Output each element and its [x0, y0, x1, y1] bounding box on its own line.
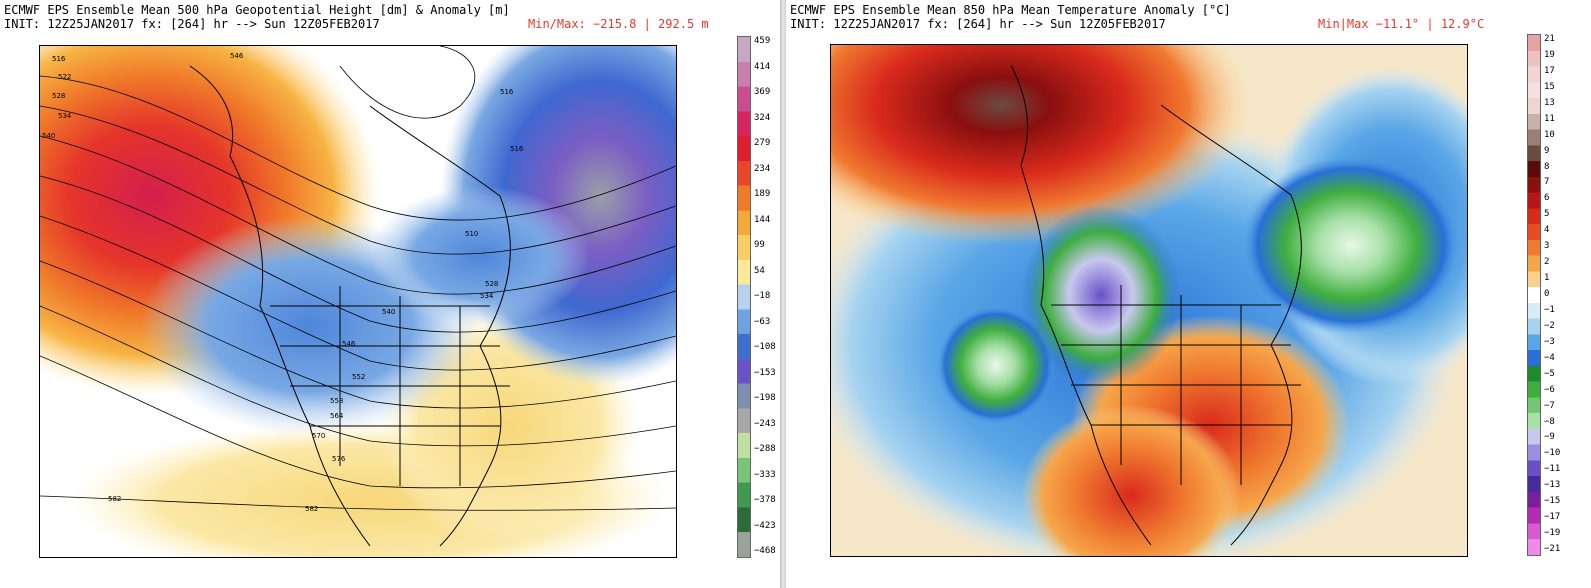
contour-label: 558: [330, 397, 343, 405]
contour-label: 528: [52, 92, 65, 100]
temperature-colorbar-tick-label: −17: [1544, 512, 1561, 523]
temperature-colorbar-tick-label: 11: [1544, 113, 1555, 124]
temperature-colorbar-tick-label: 10: [1544, 129, 1555, 140]
temperature-colorbar-tick-label: −5: [1544, 368, 1555, 379]
left-panel-title: ECMWF EPS Ensemble Mean 500 hPa Geopoten…: [4, 3, 510, 17]
temperature-colorbar-tick-label: −19: [1544, 528, 1561, 539]
panel-divider: [780, 0, 786, 588]
height-colorbar-tick-label: −243: [754, 418, 776, 429]
temperature-colorbar-tick-label: 0: [1544, 289, 1550, 299]
contour-label: 582: [108, 495, 121, 503]
temperature-colorbar-tick-label: 8: [1544, 161, 1550, 172]
height-colorbar-tick-label: −423: [754, 520, 776, 531]
temperature-colorbar-tick-label: −7: [1544, 400, 1555, 411]
temperature-colorbar-tick-label: 7: [1544, 177, 1550, 188]
panel-temperature-anomaly: ECMWF EPS Ensemble Mean 850 hPa Mean Tem…: [786, 0, 1591, 588]
height-colorbar-tick-label: 54: [754, 265, 765, 276]
temperature-colorbar-tick-label: −15: [1544, 496, 1561, 507]
contour-label: 540: [382, 308, 395, 316]
left-panel-minmax: Min/Max: −215.8 | 292.5 m: [528, 17, 709, 31]
temperature-colorbar-tick-label: −13: [1544, 480, 1561, 491]
height-anomaly-colorbar: [737, 36, 751, 558]
contour-label: 516: [52, 55, 66, 63]
height-anomaly-map-graphic: 516 522 528 534 540 546 516 516 510 528 534 540 546 5…: [40, 46, 676, 557]
contour-label: 546: [230, 52, 244, 60]
contour-label: 534: [480, 292, 494, 300]
height-colorbar-tick-label: −378: [754, 495, 776, 505]
temperature-colorbar-tick-label: −1: [1544, 304, 1555, 315]
temperature-colorbar-tick-label: −21: [1544, 544, 1561, 554]
contour-label: 534: [58, 112, 72, 120]
temperature-colorbar-tick-label: 3: [1544, 241, 1550, 252]
temperature-colorbar-tick-label: −10: [1544, 448, 1561, 459]
temperature-colorbar-tick-label: −3: [1544, 336, 1555, 347]
height-anomaly-colorbar-ticks: 459 414 369 324 279 234 189 144 99 54 −18 −63 −108 −1…: [754, 36, 780, 556]
temperature-colorbar-tick-label: −2: [1544, 320, 1555, 331]
temperature-colorbar-tick-label: 5: [1544, 209, 1550, 220]
temperature-colorbar-tick-label: −9: [1544, 432, 1555, 443]
temperature-colorbar-tick-label: 17: [1544, 65, 1555, 76]
temperature-anomaly-map: [830, 44, 1468, 557]
temperature-colorbar-tick-label: 1: [1544, 273, 1550, 284]
contour-label: 552: [352, 373, 365, 381]
contour-label: 582: [305, 505, 318, 513]
contour-label: 516: [500, 88, 514, 96]
temperature-colorbar-tick-label: 9: [1544, 145, 1550, 156]
temperature-colorbar-tick-label: −6: [1544, 384, 1555, 395]
height-anomaly-map: 516 522 528 534 540 546 516 516 510 528 534 540 546 5…: [39, 45, 677, 558]
temperature-colorbar-tick-label: 13: [1544, 97, 1555, 108]
panel-geopotential-height: ECMWF EPS Ensemble Mean 500 hPa Geopoten…: [0, 0, 780, 588]
temperature-colorbar-tick-label: −4: [1544, 352, 1555, 363]
right-panel-minmax: Min|Max −11.1° | 12.9°C: [1318, 17, 1485, 31]
height-colorbar-tick-label: 99: [754, 240, 765, 250]
contour-label: 570: [312, 432, 325, 440]
height-colorbar-tick-label: −108: [754, 342, 776, 352]
height-colorbar-tick-label: 414: [754, 61, 771, 72]
contour-label: 510: [465, 230, 478, 238]
contour-label: 528: [485, 280, 498, 288]
contour-label: 546: [342, 340, 356, 348]
contour-label: 522: [58, 73, 71, 81]
temperature-colorbar-tick-label: 15: [1544, 81, 1555, 92]
height-colorbar-tick-label: 369: [754, 87, 771, 97]
contour-label: 516: [510, 145, 524, 153]
height-colorbar-tick-label: 324: [754, 112, 771, 123]
contour-label: 576: [332, 455, 346, 463]
temperature-anomaly-map-graphic: [831, 45, 1467, 556]
left-panel-init: INIT: 12Z25JAN2017 fx: [264] hr --> Sun …: [4, 17, 380, 31]
height-colorbar-tick-label: 189: [754, 189, 771, 199]
height-colorbar-tick-label: 144: [754, 214, 771, 225]
contour-label: 540: [42, 132, 55, 140]
height-colorbar-tick-label: 234: [754, 163, 771, 174]
right-panel-title: ECMWF EPS Ensemble Mean 850 hPa Mean Tem…: [790, 3, 1231, 17]
right-panel-init: INIT: 12Z25JAN2017 fx: [264] hr --> Sun …: [790, 17, 1166, 31]
height-colorbar-tick-label: 279: [754, 138, 771, 148]
contour-label: 564: [330, 412, 344, 420]
height-colorbar-tick-label: −153: [754, 367, 776, 378]
temperature-anomaly-colorbar-ticks: 21 19 17 15 13 11 10 9 8 7 6 5 4 3 2 1 0 −1 −2 −3 −4 −5 −6 −7 −8…: [1544, 34, 1570, 554]
temperature-anomaly-colorbar: [1527, 34, 1541, 556]
temperature-colorbar-tick-label: 4: [1544, 225, 1550, 236]
temperature-colorbar-tick-label: 2: [1544, 257, 1550, 268]
height-colorbar-tick-label: −198: [754, 393, 776, 403]
height-colorbar-tick-label: −18: [754, 291, 771, 301]
height-colorbar-tick-label: 459: [754, 36, 771, 46]
height-colorbar-tick-label: −333: [754, 469, 776, 480]
height-colorbar-tick-label: −63: [754, 316, 771, 327]
temperature-colorbar-tick-label: −11: [1544, 464, 1561, 475]
height-colorbar-tick-label: −468: [754, 546, 776, 556]
temperature-colorbar-tick-label: −8: [1544, 416, 1555, 427]
height-colorbar-tick-label: −288: [754, 444, 776, 454]
temperature-colorbar-tick-label: 6: [1544, 193, 1550, 204]
temperature-colorbar-tick-label: 21: [1544, 34, 1555, 44]
temperature-colorbar-tick-label: 19: [1544, 49, 1555, 60]
